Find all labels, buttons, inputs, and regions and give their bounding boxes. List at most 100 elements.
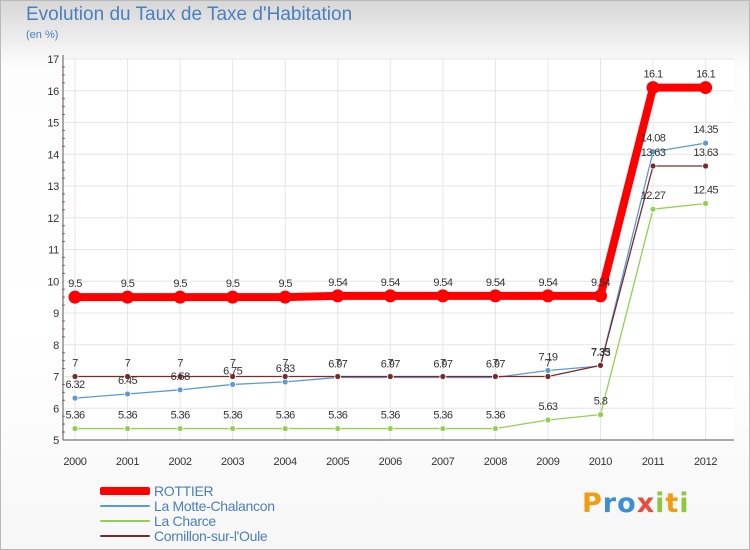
data-point [646, 81, 660, 95]
data-point [176, 425, 184, 432]
data-label: 7 [493, 358, 499, 370]
data-point [124, 373, 131, 380]
y-tick-label: 12 [47, 213, 59, 225]
data-label: 9.5 [68, 278, 82, 290]
y-tick-label: 14 [47, 149, 59, 161]
data-point [594, 289, 607, 303]
data-point [702, 162, 709, 170]
chart-title: Evolution du Taux de Taxe d'Habitation [26, 4, 353, 25]
data-label: 5.36 [381, 410, 400, 422]
data-label: 5.36 [171, 410, 190, 422]
data-label: 6.45 [118, 375, 137, 387]
data-label: 7 [230, 358, 236, 370]
data-point [68, 290, 82, 304]
data-point [229, 373, 237, 380]
x-tick-label: 2003 [221, 456, 244, 468]
data-point [331, 289, 345, 303]
legend-label-la-charce: La Charce [154, 513, 216, 529]
data-label: 5.63 [538, 401, 557, 413]
data-label: 5.36 [65, 410, 84, 422]
x-tick-label: 2006 [379, 456, 402, 468]
data-label: 13.63 [641, 147, 666, 159]
x-tick-label: 2009 [536, 456, 559, 468]
data-point [281, 373, 289, 380]
data-label: 7 [125, 358, 131, 370]
data-label: 5.36 [276, 410, 295, 422]
data-point [649, 162, 657, 170]
data-label: 9.5 [226, 278, 240, 290]
data-point [281, 425, 289, 432]
data-label: 6.97 [328, 358, 347, 370]
x-tick-label: 2012 [694, 456, 717, 468]
data-label: 5.36 [486, 410, 505, 422]
data-point [544, 416, 552, 424]
data-point [176, 386, 184, 394]
data-point [544, 373, 552, 380]
y-tick-label: 11 [48, 245, 59, 257]
data-point [439, 373, 447, 380]
data-label: 12.27 [641, 190, 666, 202]
legend-label-cornillon-sur-l-oule: Cornillon-sur-l'Oule [154, 528, 268, 544]
data-label: 7 [72, 358, 78, 370]
y-tick-label: 13 [47, 181, 59, 193]
data-label: 9.54 [433, 277, 452, 289]
x-tick-label: 2004 [274, 456, 297, 468]
data-label: 7 [388, 358, 394, 370]
legend-label-la-motte-chalancon: La Motte-Chalancon [154, 498, 275, 514]
data-label: 5.36 [328, 410, 347, 422]
data-label: 9.54 [538, 277, 557, 289]
data-label: 7 [335, 358, 341, 370]
data-label: 6.97 [433, 358, 452, 370]
data-label: 7 [545, 358, 551, 370]
x-tick-label: 2008 [484, 456, 507, 468]
y-tick-label: 15 [47, 118, 59, 130]
data-point [699, 81, 713, 95]
data-point [491, 425, 499, 432]
y-tick-label: 5 [53, 435, 59, 447]
data-label: 5.36 [223, 410, 242, 422]
data-label: 7 [282, 358, 288, 370]
data-label: 9.54 [591, 277, 610, 289]
data-point [71, 373, 79, 380]
logo-letter: i [655, 488, 666, 519]
data-point [439, 425, 447, 432]
data-point [649, 148, 657, 156]
proxiti-logo: Proxiti [582, 488, 690, 519]
data-point [541, 289, 555, 303]
data-point [173, 290, 187, 304]
data-point [436, 289, 450, 303]
data-point [597, 411, 604, 419]
data-point [386, 373, 394, 380]
logo-letter: t [665, 488, 680, 519]
data-label: 6.97 [486, 358, 505, 370]
logo-letter: i [679, 488, 690, 519]
data-label: 6.83 [276, 363, 295, 375]
data-label: 9.5 [173, 278, 187, 290]
legend-label-rottier: ROTTIER [154, 483, 214, 499]
data-point [386, 425, 394, 432]
data-point [124, 390, 131, 398]
data-point [649, 205, 657, 213]
data-point [278, 290, 292, 304]
legend-swatch-la-charce [100, 520, 150, 522]
data-label: 12.45 [693, 184, 718, 196]
data-label: 9.54 [328, 277, 347, 289]
x-tick-label: 2001 [116, 456, 139, 468]
data-point [334, 425, 342, 432]
logo-letter: r [602, 488, 618, 519]
data-point [491, 373, 499, 380]
data-point [121, 290, 135, 304]
data-point [229, 381, 237, 388]
data-label: 5.36 [433, 410, 452, 422]
data-label: 9.5 [278, 278, 292, 290]
x-tick-label: 2010 [589, 456, 612, 468]
data-point [176, 373, 184, 380]
legend-swatch-rottier [100, 487, 150, 495]
data-point [383, 289, 397, 303]
logo-letter: P [582, 488, 603, 519]
x-tick-label: 2005 [326, 456, 349, 468]
x-tick-label: 2002 [168, 456, 191, 468]
data-label: 7.19 [538, 351, 557, 363]
data-point [124, 425, 131, 432]
